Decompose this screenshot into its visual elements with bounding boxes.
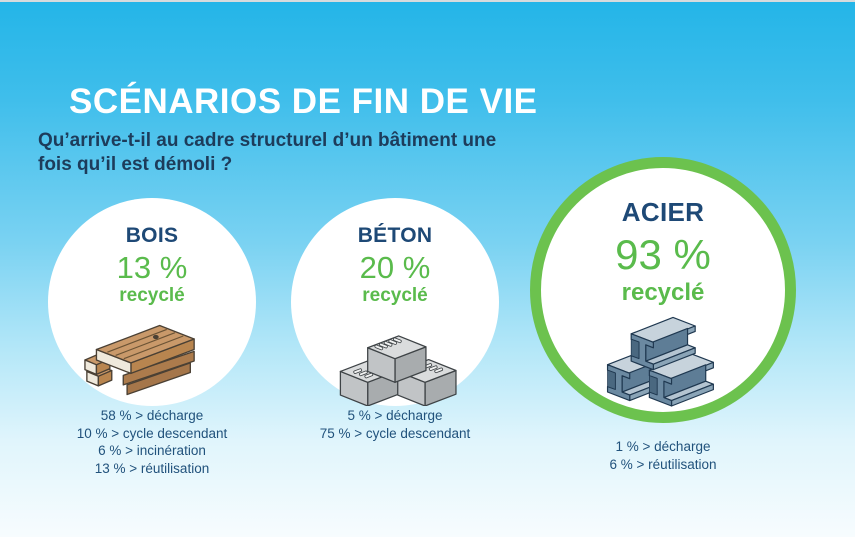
wood-planks-icon [84,324,195,396]
stat-line: 6 % > incinération [98,443,206,458]
material-percent-beton: 20 % [359,250,431,285]
material-card-acier: ACIER 93 % recyclé [530,157,796,423]
stats-acier: 1 % > décharge 6 % > réutilisation [530,438,796,473]
material-name-bois: BOIS [125,224,179,247]
stat-line: 10 % > cycle descendant [76,425,228,441]
material-name-acier: ACIER [621,197,705,227]
stat-line: 75 % > cycle descendant [319,425,471,441]
stat-line: 58 % > décharge [100,408,204,423]
steel-beams-icon [606,316,714,407]
stat-line: 5 % > décharge [347,408,443,423]
material-recycled-label-beton: recyclé [362,285,428,306]
page-title: SCÉNARIOS DE FIN DE VIE [69,82,538,121]
stats-beton: 5 % > décharge 75 % > cycle descendant [291,407,499,442]
material-recycled-label-bois: recyclé [119,285,185,306]
material-percent-acier: 93 % [615,231,711,278]
material-recycled-label-acier: recyclé [621,279,705,306]
material-percent-bois: 13 % [116,250,188,285]
stats-bois: 58 % > décharge 10 % > cycle descendant … [48,407,256,477]
material-name-beton: BÉTON [357,224,433,247]
concrete-blocks-icon [339,335,457,406]
stat-line: 1 % > décharge [615,439,711,454]
page-subtitle: Qu’arrive-t-il au cadre structurel d’un … [38,130,497,176]
stat-line: 6 % > réutilisation [609,456,717,472]
stat-line: 13 % > réutilisation [94,460,210,476]
material-card-beton: BÉTON 20 % recyclé [291,198,499,406]
material-card-bois: BOIS 13 % recyclé [48,198,256,406]
